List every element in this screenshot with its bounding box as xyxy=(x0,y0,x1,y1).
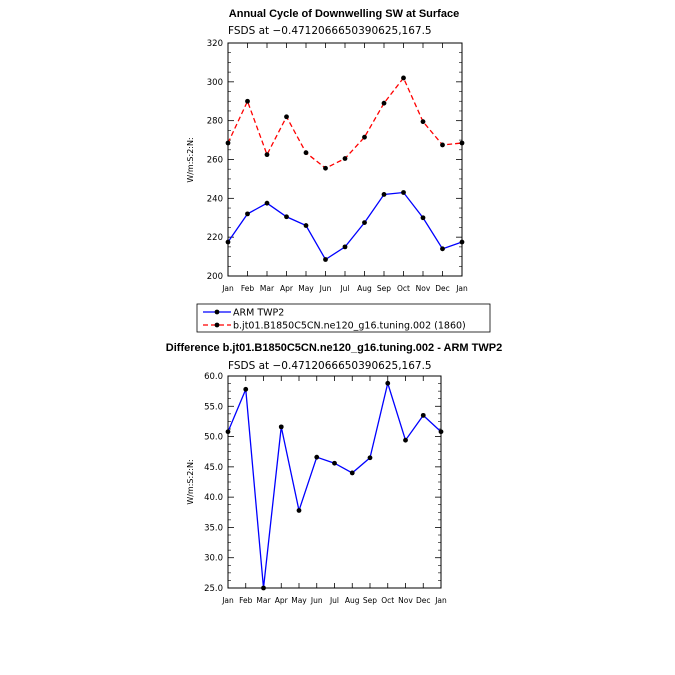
chart2-xtick-label: Mar xyxy=(256,596,271,605)
chart2-ytick-label: 25.0 xyxy=(204,584,223,594)
chart2-data-point xyxy=(403,437,408,443)
legend-label-model: b.jt01.B1850C5CN.ne120_g16.tuning.002 (1… xyxy=(233,321,466,332)
chart2-xtick-label: Feb xyxy=(239,596,253,605)
chart1-data-point xyxy=(401,190,406,195)
chart1-data-point xyxy=(284,214,289,220)
chart1-data-point xyxy=(323,257,328,262)
chart1-ytick-label: 200 xyxy=(207,272,223,282)
chart2-data-point xyxy=(261,585,266,591)
chart2-xtick-label: Aug xyxy=(345,596,360,605)
chart1-xtick-label: Feb xyxy=(241,284,255,293)
chart1-data-point xyxy=(284,114,289,120)
chart2-xtick-label: Nov xyxy=(398,596,413,605)
chart1-data-point xyxy=(323,165,328,171)
chart2-data-point xyxy=(385,380,391,386)
chart2-xtick-label: May xyxy=(291,596,307,605)
chart2-data-point xyxy=(314,454,320,460)
chart1-ytick-label: 300 xyxy=(207,78,223,88)
chart1-legend: ARM TWP2 b.jt01.B1850C5CN.ne120_g16.tuni… xyxy=(196,303,491,333)
chart2-data-point xyxy=(420,412,426,418)
chart1-xtick-label: Apr xyxy=(280,284,294,293)
chart1-xtick-label: Sep xyxy=(377,284,391,293)
chart2-series-line-0 xyxy=(227,380,442,589)
chart1-data-point xyxy=(420,215,426,221)
chart1-data-point xyxy=(362,134,367,140)
legend-box xyxy=(196,303,491,333)
chart1-ytick-label: 260 xyxy=(207,156,223,166)
chart2-ytick-label: 30.0 xyxy=(204,554,223,564)
chart1-xtick-label: Mar xyxy=(260,284,275,293)
chart1-xtick-label: Jan xyxy=(221,284,234,293)
chart2-data-point xyxy=(349,470,355,476)
chart2-data-point xyxy=(225,429,231,435)
chart2-subtitle: FSDS at −0.4712066650390625,167.5 xyxy=(228,360,432,372)
chart2-data-point xyxy=(438,429,444,435)
chart1-data-point xyxy=(264,152,270,158)
annual-cycle-chart: Annual Cycle of Downwelling SW at Surfac… xyxy=(186,8,491,333)
chart1-xtick-label: Nov xyxy=(416,284,431,293)
chart1-data-point xyxy=(401,75,406,81)
chart2-xtick-label: Jul xyxy=(329,596,339,605)
chart1-xtick-label: May xyxy=(298,284,314,293)
chart1-data-point xyxy=(362,220,367,226)
chart1-data-point xyxy=(303,223,309,228)
chart1-data-point xyxy=(225,140,231,146)
chart2-ytick-label: 45.0 xyxy=(204,463,223,473)
chart1-ytick-label: 320 xyxy=(207,39,223,49)
chart2-ytick-label: 60.0 xyxy=(204,372,223,382)
chart1-title: Annual Cycle of Downwelling SW at Surfac… xyxy=(229,8,459,20)
chart1-xtick-label: Aug xyxy=(357,284,372,293)
chart1-data-point xyxy=(381,192,387,197)
chart1-data-point xyxy=(245,98,250,104)
chart1-data-point xyxy=(303,150,309,156)
chart2-ytick-label: 35.0 xyxy=(204,523,223,533)
chart1-data-point xyxy=(381,100,387,106)
chart2-xtick-label: Jun xyxy=(310,596,323,605)
chart1-ytick-label: 240 xyxy=(207,194,223,204)
chart2-title: Difference b.jt01.B1850C5CN.ne120_g16.tu… xyxy=(166,342,502,354)
chart1-ytick-label: 280 xyxy=(207,117,223,127)
chart2-xtick-label: Jan xyxy=(434,596,447,605)
chart1-data-point xyxy=(420,119,426,125)
chart1-xtick-label: Dec xyxy=(435,284,450,293)
legend-marker-model xyxy=(214,322,220,328)
chart2-ytick-label: 50.0 xyxy=(204,433,223,443)
chart1-data-point xyxy=(342,244,348,250)
chart1-data-point xyxy=(264,200,270,206)
chart1-xtick-label: Jan xyxy=(455,284,468,293)
chart2-data-point xyxy=(278,424,284,430)
difference-chart: Difference b.jt01.B1850C5CN.ne120_g16.tu… xyxy=(166,342,502,605)
chart2-data-point xyxy=(367,455,373,461)
chart1-data-point xyxy=(459,239,465,245)
chart1-data-point xyxy=(342,156,348,161)
chart1-data-point xyxy=(245,211,250,217)
chart1-subtitle: FSDS at −0.4712066650390625,167.5 xyxy=(228,25,432,37)
chart2-xtick-label: Apr xyxy=(275,596,289,605)
chart2-ytick-label: 55.0 xyxy=(204,402,223,412)
chart1-xtick-label: Jul xyxy=(339,284,349,293)
chart2-ylabel: W/m:S:2:N: xyxy=(186,459,195,504)
chart2-xtick-label: Oct xyxy=(381,596,394,605)
chart1-ytick-label: 220 xyxy=(207,233,223,243)
chart1-ylabel: W/m:S:2:N: xyxy=(186,137,195,182)
chart2-xtick-label: Dec xyxy=(416,596,431,605)
chart1-xtick-label: Jun xyxy=(319,284,332,293)
chart1-data-point xyxy=(440,246,445,252)
chart1-data-point xyxy=(459,140,465,146)
chart2-xtick-label: Jan xyxy=(221,596,234,605)
chart1-series-line-0 xyxy=(227,191,463,261)
chart2-ytick-label: 40.0 xyxy=(204,493,223,503)
chart1-data-point xyxy=(440,142,445,148)
chart1-xtick-label: Oct xyxy=(397,284,410,293)
chart2-data-point xyxy=(332,460,337,466)
legend-marker-arm xyxy=(214,309,220,315)
chart2-xtick-label: Sep xyxy=(363,596,377,605)
chart2-data-point xyxy=(243,386,249,392)
chart1-series-line-1 xyxy=(227,76,463,170)
chart2-data-point xyxy=(296,508,302,513)
legend-label-arm: ARM TWP2 xyxy=(233,308,284,319)
chart1-data-point xyxy=(225,239,231,245)
chart2-frame xyxy=(227,375,442,589)
